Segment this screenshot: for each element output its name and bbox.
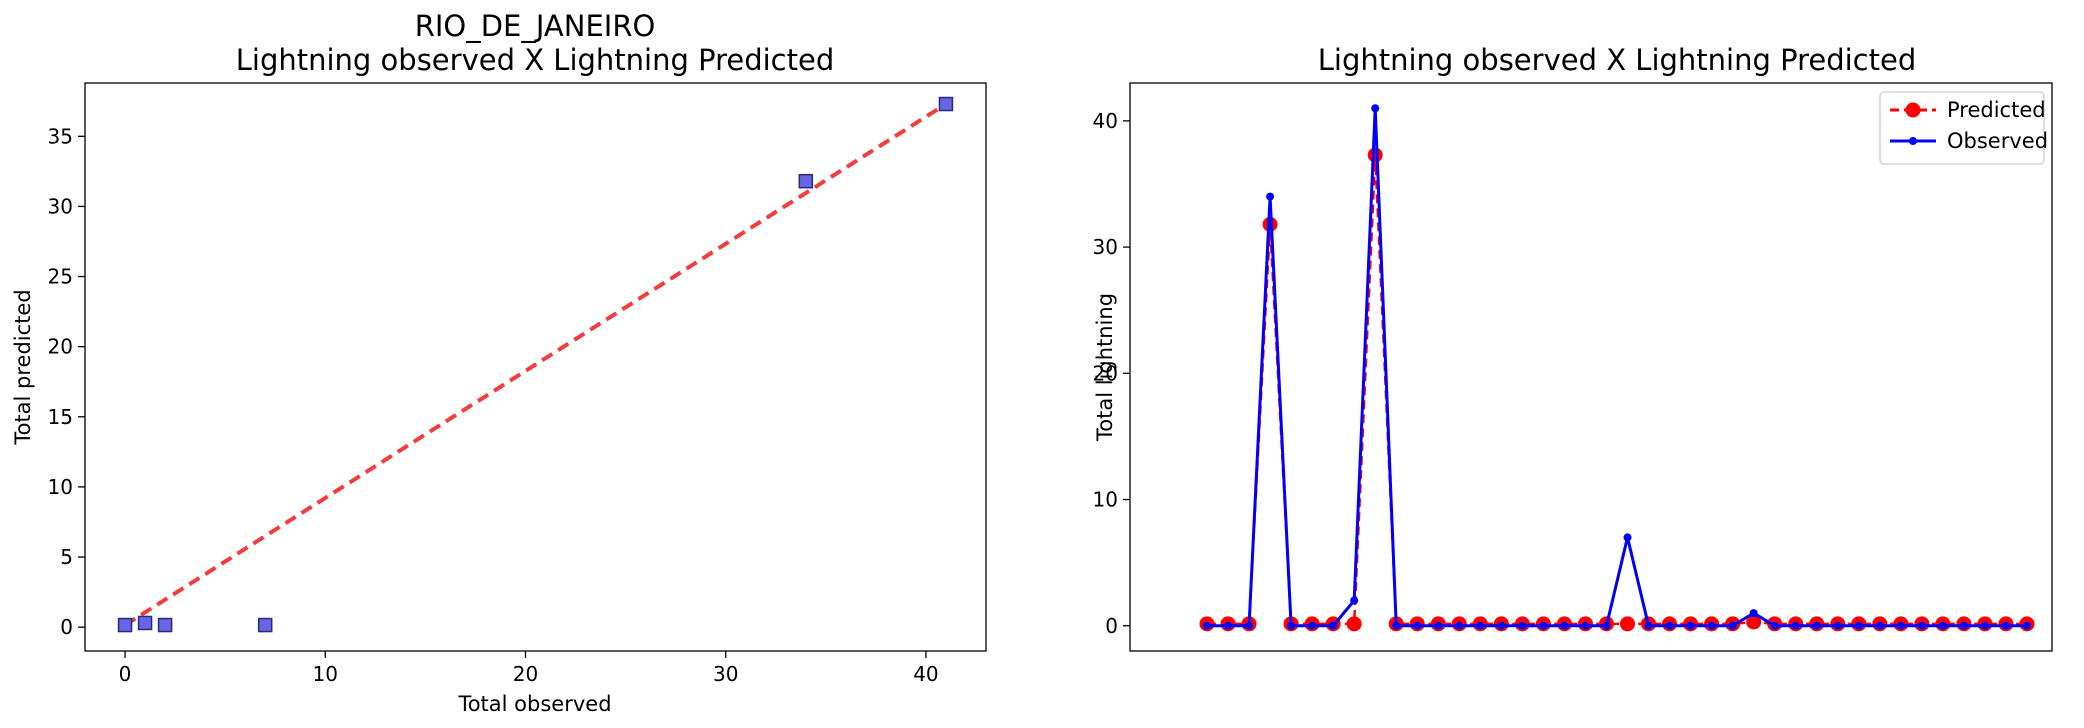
x-axis-label: Total observed [457,692,611,716]
observed-point [1266,192,1275,201]
scatter-chart: RIO_DE_JANEIRO Lightning observed X Ligh… [11,9,987,716]
observed-point [1497,621,1506,630]
observed-point [1581,621,1590,630]
predicted-point [1367,147,1383,163]
predicted-point [1620,616,1636,632]
observed-line [1207,108,2027,628]
observed-point [1203,621,1211,630]
fit-line [123,102,948,627]
y-tick-label: 15 [48,405,73,429]
chart-title-line1: RIO_DE_JANEIRO [415,9,656,43]
observed-point [1959,621,1968,630]
observed-point [1434,621,1443,630]
observed-point [1749,609,1758,618]
y-tick-label: 30 [1093,235,1118,259]
observed-point [1413,621,1422,630]
y-tick-label: 40 [1093,109,1118,133]
y-tick-label: 10 [1093,488,1118,512]
line-chart: Lightning observed X Lightning Predicted… [1093,43,2053,652]
observed-point [1686,621,1695,630]
x-tick-label: 40 [913,662,938,686]
scatter-point [938,96,954,112]
legend: Predicted Observed [1879,91,2048,165]
observed-point [1245,621,1254,630]
y-tick-label: 30 [48,194,73,218]
x-tick-label: 30 [713,662,738,686]
predicted-point [1746,614,1762,630]
legend-predicted-label: Predicted [1947,98,2046,122]
scatter-point [157,617,173,633]
predicted-point [1346,616,1362,632]
y-axis-label: Total lightning [1093,293,1117,442]
observed-point [1875,621,1884,630]
y-tick-label: 20 [48,335,73,359]
observed-point [2001,621,2010,630]
legend-observed-marker [1909,137,1917,145]
observed-point [1224,621,1233,630]
observed-point [1854,621,1863,630]
legend-observed-label: Observed [1947,129,2048,153]
x-tick-label: 0 [119,662,132,686]
observed-point [1770,621,1779,630]
data-points [117,96,954,633]
observed-point [1644,621,1653,630]
y-tick-label: 0 [1105,614,1118,638]
series-lines [1199,104,2035,632]
observed-point [1812,621,1821,630]
chart-title: Lightning observed X Lightning Predicted [1318,43,1917,77]
observed-point [1938,621,1947,630]
y-tick-label: 5 [60,545,73,569]
observed-point [1917,621,1926,630]
plot-frame [84,82,987,652]
y-tick-label: 25 [48,265,73,289]
scatter-point [798,173,814,189]
observed-point [1308,621,1317,630]
observed-point [1455,621,1464,630]
observed-point [1707,621,1716,630]
observed-point [1329,621,1338,630]
y-tick-label: 20 [1093,361,1118,385]
plot-frame [1129,82,2053,652]
observed-point [1896,621,1905,630]
legend-predicted-marker [1905,102,1921,118]
observed-point [1665,621,1674,630]
observed-point [2023,621,2031,630]
scatter-point [257,617,273,633]
observed-point [1350,596,1359,605]
x-tick-label: 10 [313,662,338,686]
axis-ticks: 0 10 20 30 40 [1093,109,1130,638]
y-tick-label: 10 [48,475,73,499]
y-tick-label: 35 [48,124,73,148]
observed-point [1602,621,1611,630]
y-tick-label: 0 [60,615,73,639]
observed-point [1287,621,1296,630]
chart-title-line2: Lightning observed X Lightning Predicted [236,43,835,77]
x-tick-label: 20 [513,662,538,686]
observed-point [1791,621,1800,630]
y-axis-label: Total predicted [11,289,35,445]
observed-point [1476,621,1485,630]
scatter-point [137,615,153,631]
observed-point [1560,621,1569,630]
observed-point [1539,621,1548,630]
observed-point [1392,621,1401,630]
observed-point [1518,621,1527,630]
observed-point [1371,104,1380,113]
observed-point [1728,621,1737,630]
observed-point [1833,621,1842,630]
observed-point [1623,533,1632,542]
observed-point [1980,621,1989,630]
scatter-point [117,617,133,633]
axis-ticks: 0 10 20 30 40 0 5 10 15 20 25 30 35 [48,124,939,686]
predicted-line [1207,154,2027,626]
